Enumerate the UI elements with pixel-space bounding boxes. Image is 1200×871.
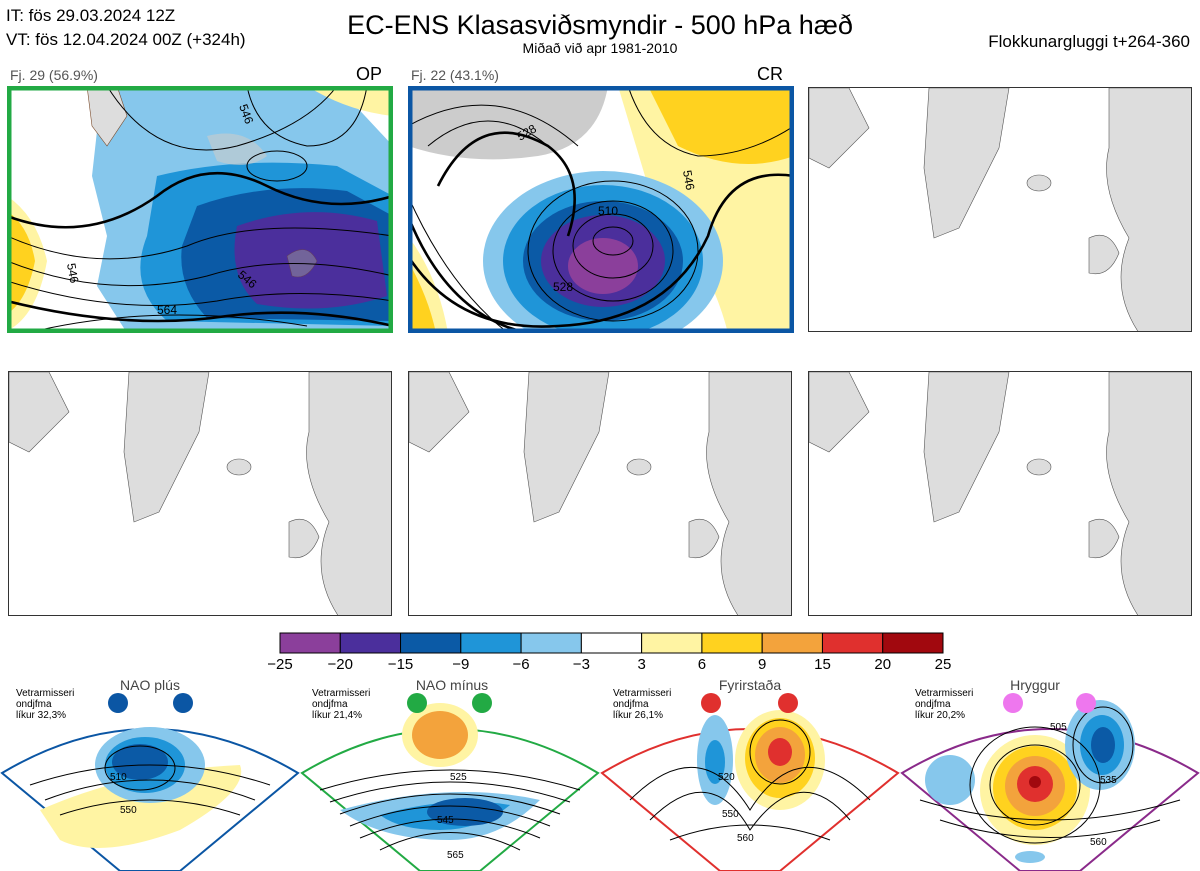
page-subtitle: Miðað við apr 1981-2010: [522, 40, 678, 56]
empty-panel-1: [808, 87, 1192, 332]
colorbar-tick-label: 20: [874, 656, 892, 673]
regime-3-contour-label-3: 560: [737, 833, 754, 844]
regime-4-probability: Vetrarmisseri ondjfma líkur 20,2%: [915, 688, 974, 721]
colorbar-cell: [580, 632, 643, 654]
colorbar-cell: [520, 632, 582, 654]
regime-1-dot-right: [173, 693, 193, 713]
colorbar-cell: [279, 632, 341, 654]
regime-1-name: NAO plús: [120, 677, 180, 693]
colorbar-tick-label: 25: [934, 656, 952, 673]
regime-1-contour-label-2: 550: [120, 805, 137, 816]
colorbar-cell: [400, 632, 462, 654]
colorbar-tick-label: −20: [327, 656, 353, 673]
colorbar-tick-label: −9: [452, 656, 470, 673]
cluster-2-contour-label-3: 528: [553, 280, 573, 294]
colorbar-tick-label: −25: [267, 656, 293, 673]
cluster-1-contour-label-1: 564: [157, 303, 177, 317]
empty-panel-4: [808, 371, 1192, 616]
colorbar-cell: [460, 632, 522, 654]
cluster-2-tag: CR: [757, 64, 783, 84]
cluster-2-map: 528 510 528 546: [408, 86, 794, 333]
regime-2-contour-label-2: 545: [437, 815, 454, 826]
regime-4-dot-right: [1076, 693, 1096, 713]
colorbar-tick-label: 3: [637, 656, 646, 673]
regime-3-dot-left: [701, 693, 721, 713]
regime-4-dot-left: [1003, 693, 1023, 713]
colorbar-cell: [339, 632, 402, 654]
colorbar-tick-label: 9: [758, 656, 767, 673]
colorbar-tick-label: −6: [512, 656, 530, 673]
colorbar-tick-label: −15: [387, 656, 414, 673]
colorbar-tick-label: 6: [697, 656, 707, 673]
cluster-1-tag: OP: [356, 64, 383, 84]
init-time: IT: fös 29.03.2024 12Z: [6, 6, 176, 25]
regime-3-contour-label-2: 550: [722, 809, 739, 820]
cluster-1-contour-label-4: 546: [236, 102, 256, 126]
regime-4-name: Hryggur: [1010, 677, 1060, 693]
regime-1-contour-label-1: 510: [110, 772, 127, 783]
cluster-1-map: 564 546 546 546: [7, 86, 393, 333]
regime-3-dot-right: [778, 693, 798, 713]
cluster-2-contour-label-2: 510: [598, 204, 618, 218]
regime-2-map: 525 545 565: [300, 693, 600, 871]
colorbar-cell: [882, 632, 944, 654]
regime-2-contour-label-1: 525: [450, 772, 467, 783]
regime-1-map: 510 550: [0, 693, 300, 871]
regime-2-name: NAO mínus: [415, 677, 489, 693]
regime-2-probability: Vetrarmisseri ondjfma líkur 21,4%: [312, 688, 371, 721]
regime-1-probability: Vetrarmisseri ondjfma líkur 32,3%: [16, 688, 75, 721]
empty-panel-3: [408, 371, 792, 616]
regime-1-dot-left: [108, 693, 128, 713]
regime-3-map: 520 550 560: [600, 693, 900, 871]
cluster-1-contour-label-2: 546: [64, 262, 81, 284]
colorbar-tick-label: −3: [572, 656, 590, 673]
regime-4-map: 505 535 560: [900, 693, 1200, 871]
regime-3-name: Fyrirstaða: [718, 677, 782, 693]
colorbar-cell: [761, 632, 823, 654]
colorbar: [279, 632, 944, 654]
cluster-2-label: Fj. 22 (43.1%): [411, 67, 499, 83]
regime-3-contour-label-1: 520: [718, 772, 735, 783]
regime-3-probability: Vetrarmisseri ondjfma líkur 26,1%: [613, 688, 672, 721]
colorbar-cell: [701, 632, 763, 654]
page-title: EC-ENS Klasasviðsmyndir - 500 hPa hæð: [347, 10, 853, 40]
regime-4-contour-label-1: 505: [1050, 722, 1067, 733]
classification-window: Flokkunargluggi t+264-360: [988, 32, 1190, 51]
regime-2-dot-left: [407, 693, 427, 713]
regime-2-dot-right: [472, 693, 492, 713]
empty-panel-2: [8, 371, 392, 616]
cluster-2-contour-label-4: 546: [680, 169, 697, 191]
colorbar-cell: [821, 632, 884, 654]
cluster-1-label: Fj. 29 (56.9%): [10, 67, 98, 83]
regime-2-contour-label-3: 565: [447, 850, 464, 861]
colorbar-tick-label: 15: [814, 656, 831, 673]
colorbar-cell: [641, 632, 703, 654]
regime-4-contour-label-3: 560: [1090, 837, 1107, 848]
regime-4-contour-label-2: 535: [1100, 775, 1117, 786]
valid-time: VT: fös 12.04.2024 00Z (+324h): [6, 30, 246, 49]
